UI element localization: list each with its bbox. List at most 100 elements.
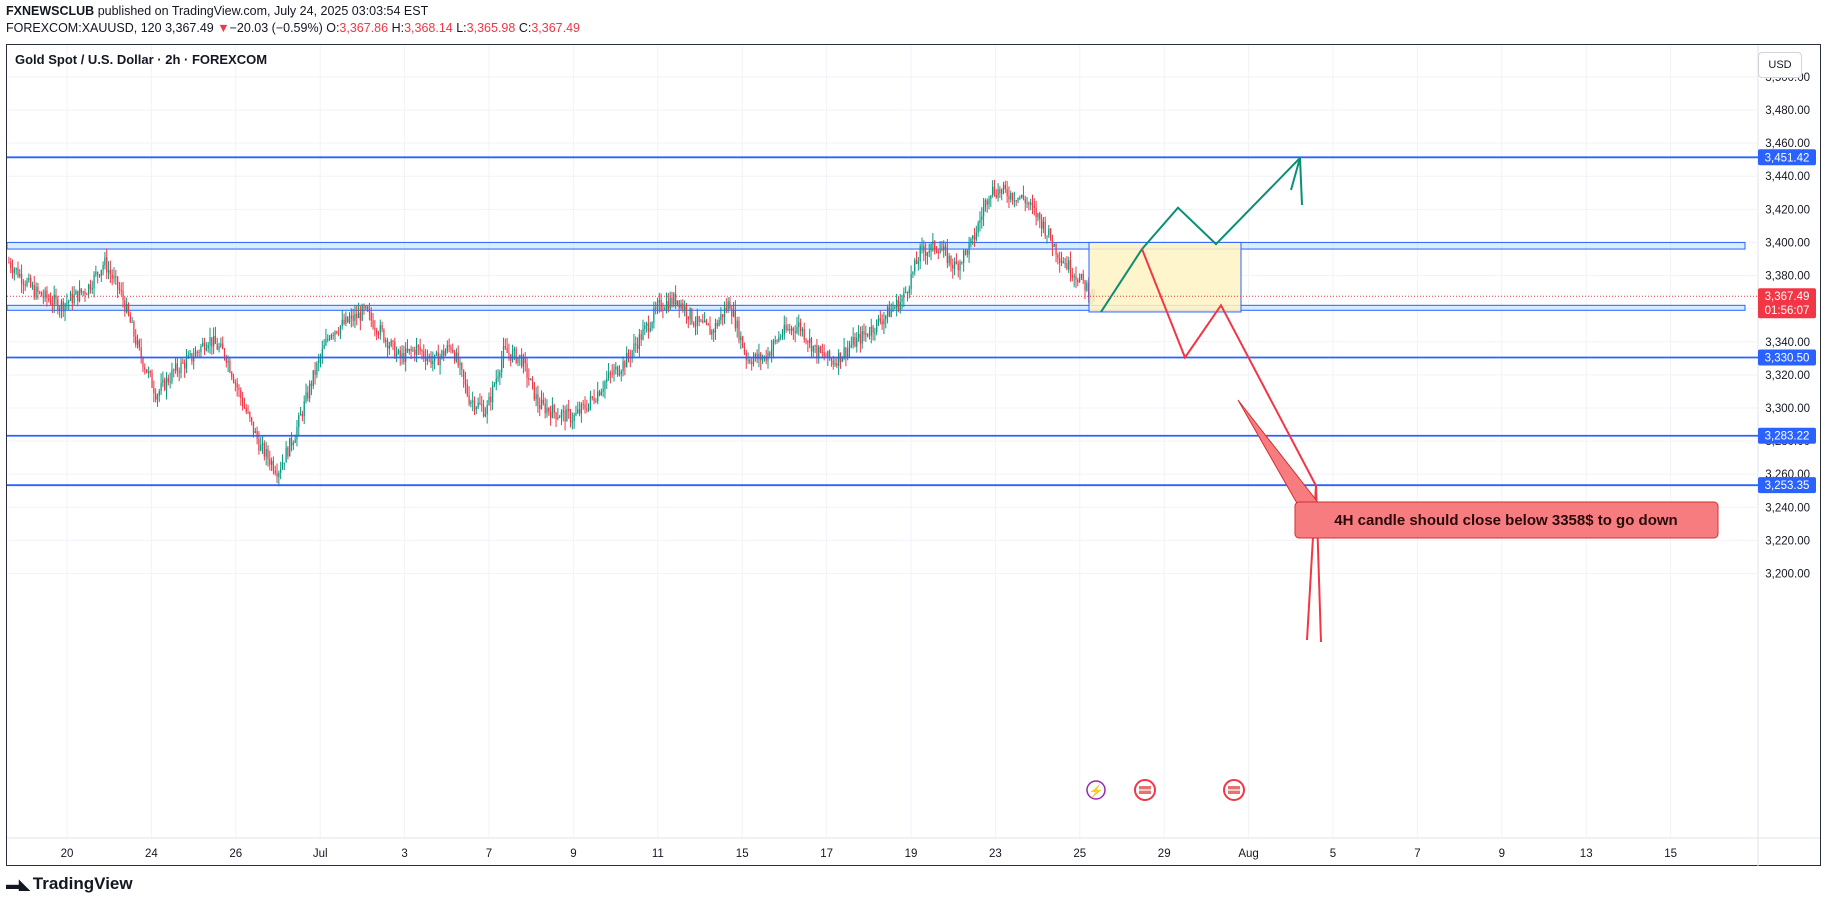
candle-body [1013,200,1016,202]
candle-body [963,250,965,263]
candle-body [410,348,412,351]
candle-body [129,314,131,323]
candle-body [1028,202,1030,205]
candle-body [98,274,101,277]
candle-body [292,442,294,446]
candle-body [740,336,742,341]
candle-body [794,331,796,333]
candle-body [419,346,421,351]
candle-body [662,309,664,311]
candle-body [222,343,224,350]
candle-body [1015,200,1017,202]
candle-body [1035,207,1037,218]
candle-body [598,391,601,396]
candle-body [337,332,340,334]
candle-body [196,351,198,353]
candle-body [167,377,169,383]
candle-body [946,248,948,264]
candle-body [78,288,81,301]
candle-body [812,345,814,352]
x-tick-label: 7 [1414,848,1420,860]
candle-body [330,334,333,339]
currency-button[interactable]: USD [1758,52,1802,78]
candle-body [245,408,247,412]
candle-body [145,369,148,373]
candles [8,179,1095,487]
x-tick-label: 15 [1664,848,1677,860]
candle-body [463,369,465,379]
candle-body [296,426,298,440]
candle-body [805,339,807,342]
candle-body [975,232,977,240]
candle-body [535,394,537,400]
candle-body [75,290,77,295]
candle-body [618,373,621,376]
candle-body [294,439,296,443]
candle-body [876,319,878,333]
level-price-tag [1758,427,1816,444]
candle-body [939,250,941,253]
y-tick-label: 3,220.00 [1765,535,1810,547]
candle-body [328,338,331,340]
candle-body [948,255,950,264]
candle-body [459,363,461,366]
candle-body [903,292,905,299]
candle-body [185,358,188,369]
candle-body [573,415,575,422]
candle-body [64,303,66,312]
candle-body [524,357,526,364]
candle-body [283,462,285,464]
candle-body [559,417,561,419]
candle-body [912,271,914,275]
candle-body [207,345,209,349]
candle-body [388,345,390,349]
candle-body [937,251,939,253]
candle-body [290,437,293,446]
tradingview-logo[interactable]: ▬◣ TradingView [6,874,133,894]
candle-body [827,350,829,358]
candle-body [1022,195,1025,199]
candle-body [642,328,644,340]
x-tick-label: 17 [820,848,833,860]
candle-body [1006,189,1008,196]
candle-body [716,323,718,326]
candle-body [549,411,552,418]
candle-body [124,300,126,313]
candle-body [863,331,865,335]
candle-body [149,371,151,374]
candle-body [830,358,833,361]
candle-body [972,235,974,239]
candle-body [881,321,883,325]
candle-body [665,301,668,310]
candle-body [955,261,958,264]
candle-body [234,382,236,384]
candle-body [636,344,639,349]
candle-body [923,246,925,252]
candle-body [441,350,443,357]
candle-body [116,276,119,289]
candle-body [533,382,535,400]
candle-body [365,306,367,309]
candle-body [332,334,334,336]
candle-body [834,363,836,365]
candle-body [859,333,862,344]
low-value: 3,365.98 [466,21,516,35]
candle-body [952,264,954,269]
candle-body [528,377,530,381]
candle-body [530,378,532,381]
candle-body [841,357,843,362]
candle-body [606,378,608,382]
publisher-name[interactable]: FXNEWSCLUB [6,4,95,18]
candle-body [84,291,86,295]
candle-body [575,412,577,416]
candle-body [981,216,983,220]
y-tick-label: 3,200.00 [1765,569,1810,581]
candle-body [10,262,12,269]
candle-body [562,410,564,412]
candle-body [990,195,992,200]
candle-body [372,320,374,329]
x-tick-label: 9 [1499,848,1505,860]
candle-body [336,331,338,333]
candle-body [453,352,456,362]
